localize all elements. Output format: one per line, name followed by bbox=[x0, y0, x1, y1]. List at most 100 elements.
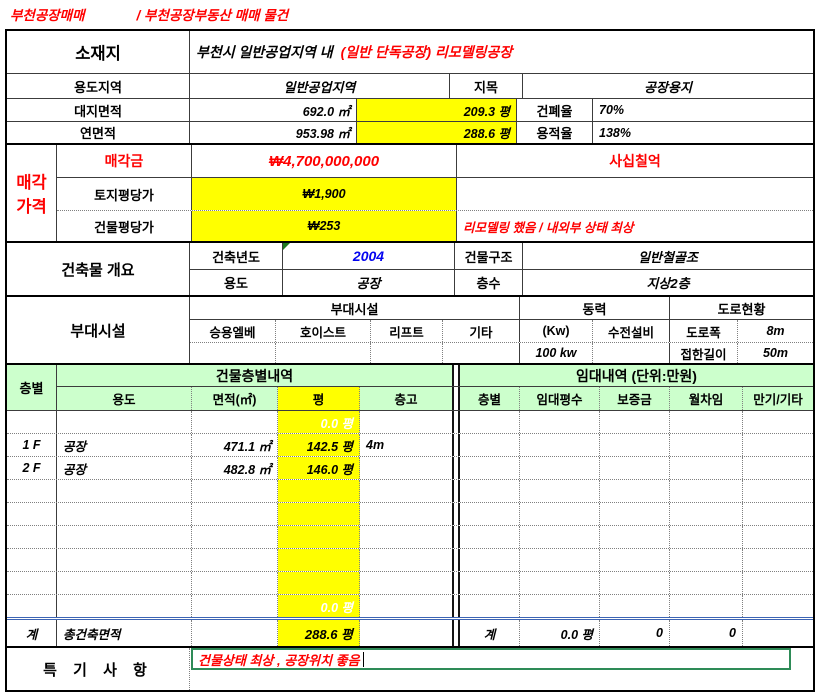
zoning-label: 용도지역 bbox=[7, 74, 190, 98]
rent-detail-header: 임대내역 (단위:만원) bbox=[460, 365, 813, 386]
cell-sqm bbox=[192, 503, 278, 525]
build-year-value[interactable]: 2004 bbox=[283, 243, 455, 269]
total-row: 계 총건축면적 288.6 평 계 0.0 평 0 0 bbox=[7, 617, 813, 648]
cell-sqm bbox=[192, 526, 278, 548]
cell-pyeong[interactable]: 0.0 평 bbox=[278, 411, 360, 433]
fac-col-etc: 기타 bbox=[443, 320, 520, 342]
special-note-input[interactable]: 건물상태 최상 , 공장위치 좋음 bbox=[191, 648, 791, 670]
floor-col-header: 층별 bbox=[7, 365, 57, 410]
fac-col-lift: 리프트 bbox=[371, 320, 443, 342]
cell-r-deposit bbox=[600, 503, 670, 525]
row-land-per-pyeong: 토지평당가 ₩1,900 bbox=[57, 178, 813, 211]
building-per-pyeong-label: 건물평당가 bbox=[57, 211, 192, 241]
table-row bbox=[7, 480, 813, 503]
cell-r-floor bbox=[460, 595, 520, 617]
land-per-pyeong-value[interactable]: ₩1,900 bbox=[192, 178, 457, 210]
cell-r-pyeong bbox=[520, 434, 600, 456]
cell-r-etc bbox=[743, 549, 813, 571]
cell-pyeong[interactable] bbox=[278, 480, 360, 502]
fac-col-kw: (Kw) bbox=[520, 320, 593, 342]
building-group-label: 건축물 개요 bbox=[7, 243, 190, 295]
document-title: 부천공장매매 / 부천공장부동산 매매 물건 bbox=[10, 4, 288, 24]
row-location: 소재지 부천시 일반공업지역 내 (일반 단독공장) 리모델링공장 bbox=[7, 31, 813, 74]
sale-price-korean: 사십칠억 bbox=[609, 153, 661, 169]
special-notes-label: 특 기 사 항 bbox=[7, 648, 190, 690]
cell-r-floor bbox=[460, 457, 520, 479]
table-divider bbox=[452, 480, 460, 502]
cell-r-floor bbox=[460, 503, 520, 525]
cell-pyeong[interactable]: 146.0 평 bbox=[278, 457, 360, 479]
cell-use: 공장 bbox=[57, 434, 192, 456]
cell-pyeong[interactable] bbox=[278, 549, 360, 571]
table-divider bbox=[452, 595, 460, 617]
col-pyeong: 평 bbox=[278, 387, 360, 410]
cell-r-rent bbox=[670, 480, 743, 502]
cell-height bbox=[360, 457, 452, 479]
cell-pyeong[interactable] bbox=[278, 526, 360, 548]
cell-pyeong[interactable] bbox=[278, 572, 360, 594]
road-length-value: 50m bbox=[762, 346, 789, 360]
fac-power-header: 동력 bbox=[520, 297, 670, 319]
location-value: 부천시 일반공업지역 내 (일반 단독공장) 리모델링공장 bbox=[190, 31, 813, 73]
zoning-value: 일반공업지역 bbox=[190, 74, 450, 98]
build-use-label: 용도 bbox=[190, 270, 283, 295]
building-per-pyeong-value[interactable]: ₩253 bbox=[192, 211, 457, 241]
coverage-value: 70% bbox=[599, 103, 625, 117]
cell-r-pyeong bbox=[520, 411, 600, 433]
table-divider bbox=[452, 387, 460, 410]
location-label: 소재지 bbox=[7, 31, 190, 73]
title-right: / 부천공장부동산 매매 물건 bbox=[136, 8, 289, 23]
cell-r-rent bbox=[670, 526, 743, 548]
table-row: 1 F 공장 471.1 ㎡ 142.5 평 4m bbox=[7, 434, 813, 457]
cell-floor: 2 F bbox=[7, 457, 57, 479]
row-table-subheads: 용도 면적(㎡) 평 층고 층별 임대평수 보증금 월차임 만기/기타 bbox=[57, 387, 813, 410]
cell-r-etc bbox=[743, 572, 813, 594]
row-land-area: 대지면적 692.0 ㎡ 209.3 평 건폐율 70% bbox=[7, 99, 813, 122]
jimok-label: 지목 bbox=[450, 74, 523, 98]
cell-r-floor bbox=[460, 434, 520, 456]
total-pyeong[interactable]: 288.6 평 bbox=[278, 620, 360, 646]
cell-r-rent bbox=[670, 434, 743, 456]
cell-r-floor bbox=[460, 526, 520, 548]
table-divider bbox=[452, 365, 460, 386]
cell-height bbox=[360, 572, 452, 594]
text-cursor-icon bbox=[362, 651, 364, 667]
table-divider bbox=[452, 457, 460, 479]
cell-sqm: 471.1 ㎡ bbox=[192, 434, 278, 456]
cell-pyeong[interactable]: 142.5 평 bbox=[278, 434, 360, 456]
total-r-rent: 0 bbox=[670, 620, 743, 646]
cell-pyeong[interactable] bbox=[278, 503, 360, 525]
total-r-pyeong: 0.0 평 bbox=[520, 620, 600, 646]
floor-area-pyeong[interactable]: 288.6 평 bbox=[357, 122, 517, 143]
fac-col-supply: 수전설비 bbox=[593, 320, 670, 342]
fac-col-hoist: 호이스트 bbox=[276, 320, 371, 342]
fac-col-elevator: 승용엘베 bbox=[190, 320, 276, 342]
building-per-pyeong-note: 리모델링 했음 / 내외부 상태 최상 bbox=[463, 220, 634, 235]
table-divider bbox=[452, 526, 460, 548]
facilities-group-label: 부대시설 bbox=[7, 297, 190, 363]
cell-flag-icon bbox=[283, 243, 290, 250]
cell-pyeong[interactable]: 0.0 평 bbox=[278, 595, 360, 617]
table-row bbox=[7, 572, 813, 595]
cell-height bbox=[360, 595, 452, 617]
cell-r-pyeong bbox=[520, 480, 600, 502]
row-zoning: 용도지역 일반공업지역 지목 공장용지 bbox=[7, 74, 813, 99]
cell-floor bbox=[7, 595, 57, 617]
cell-floor bbox=[7, 411, 57, 433]
cell-r-deposit bbox=[600, 549, 670, 571]
land-area-pyeong[interactable]: 209.3 평 bbox=[357, 99, 517, 121]
row-table-titles: 건물층별내역 임대내역 (단위:만원) bbox=[57, 365, 813, 387]
facilities-group: 부대시설 부대시설 동력 도로현황 승용엘베 호이스트 리프트 기타 (Kw) … bbox=[7, 297, 813, 365]
sale-price-value: ₩4,700,000,000 bbox=[192, 145, 457, 177]
land-area-sqm: 692.0 ㎡ bbox=[190, 99, 357, 121]
fac-lift-value bbox=[371, 343, 443, 363]
col-r-floor: 층별 bbox=[460, 387, 520, 410]
row-fac-cols: 승용엘베 호이스트 리프트 기타 (Kw) 수전설비 도로폭 8m bbox=[190, 320, 813, 343]
cell-r-deposit bbox=[600, 457, 670, 479]
fac-etc-value bbox=[443, 343, 520, 363]
cell-use bbox=[57, 411, 192, 433]
land-per-pyeong-note bbox=[457, 178, 813, 210]
cell-height bbox=[360, 549, 452, 571]
location-value-black: 부천시 일반공업지역 내 bbox=[196, 44, 333, 60]
